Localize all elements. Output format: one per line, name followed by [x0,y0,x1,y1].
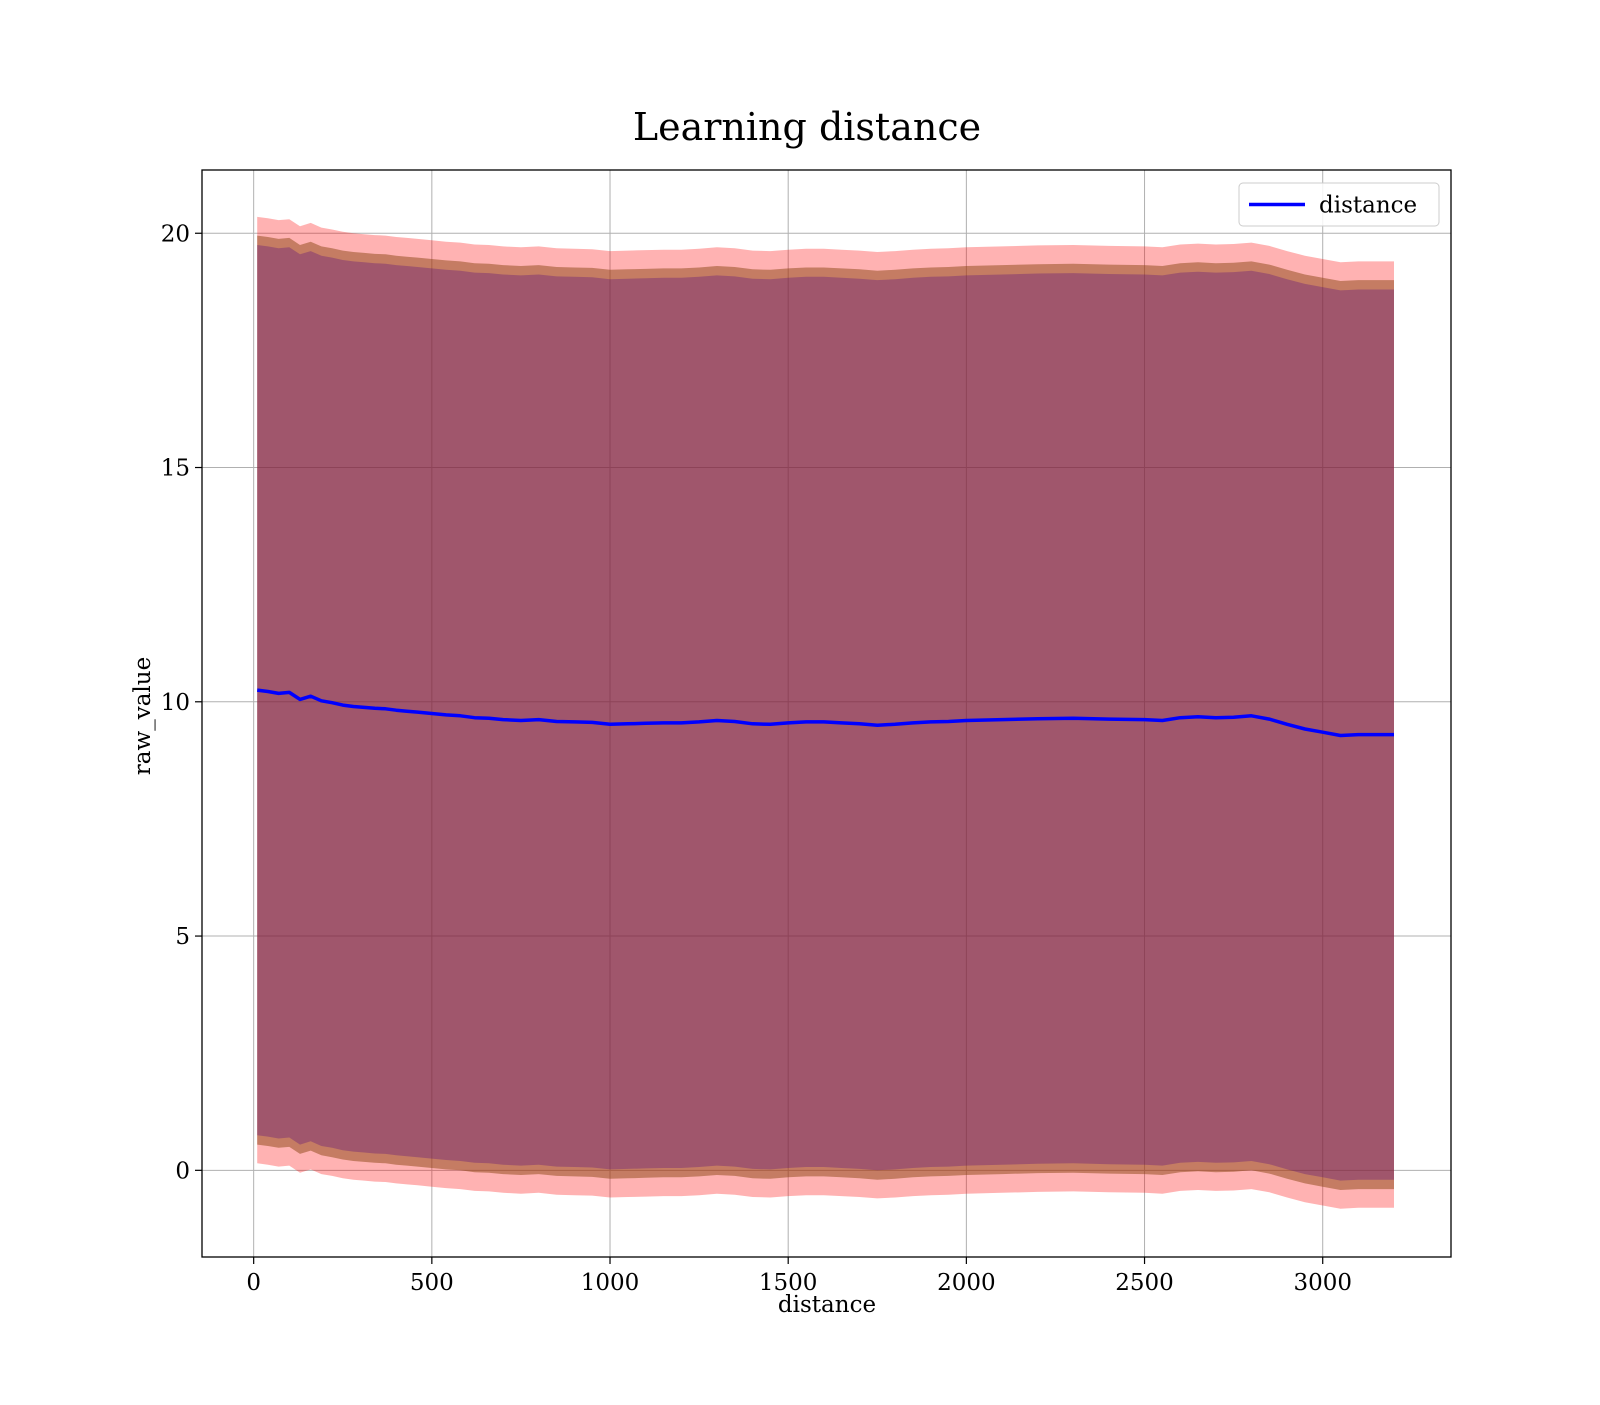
x-tick-label: 3000 [1293,1270,1352,1296]
x-tick-label: 0 [246,1270,261,1296]
band-middle [257,235,1395,1191]
x-tick-label: 1000 [581,1270,640,1296]
axis-ticks: 0 500 1000 1500 2000 2500 3000 0 5 10 15 20 [161,221,1352,1296]
band-inner [257,245,1395,1181]
x-tick-label: 1500 [759,1270,818,1296]
y-tick-label: 15 [161,456,190,482]
y-tick-label: 10 [161,690,190,716]
legend-label: distance [1319,193,1417,219]
y-tick-label: 0 [175,1158,190,1184]
confidence-bands [257,216,1395,1209]
x-tick-label: 500 [410,1270,454,1296]
x-tick-label: 2000 [937,1270,996,1296]
plot-frame [201,169,1452,1258]
legend: distance [1238,182,1440,227]
y-tick-label: 20 [161,221,190,247]
x-tick-label: 2500 [1115,1270,1174,1296]
series-line-distance [256,688,1394,738]
y-axis-label: raw_value [130,657,156,775]
x-axis-label: distance [778,1292,876,1318]
y-tick-label: 5 [175,924,190,950]
series-lines [256,688,1394,738]
legend-box [1238,182,1440,227]
chart-title: Learning distance [633,105,981,149]
